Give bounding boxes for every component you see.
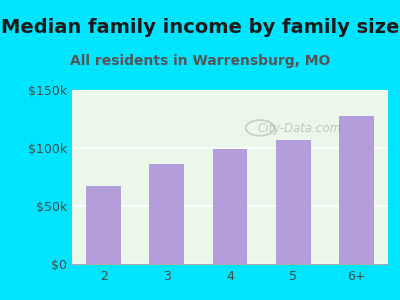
Text: City-Data.com: City-Data.com — [258, 122, 342, 135]
Bar — [213, 149, 247, 264]
Bar — [150, 164, 184, 264]
Text: Median family income by family size: Median family income by family size — [1, 18, 399, 37]
Text: All residents in Warrensburg, MO: All residents in Warrensburg, MO — [70, 54, 330, 68]
Bar — [276, 140, 310, 264]
Bar — [339, 116, 374, 264]
Bar — [86, 186, 121, 264]
